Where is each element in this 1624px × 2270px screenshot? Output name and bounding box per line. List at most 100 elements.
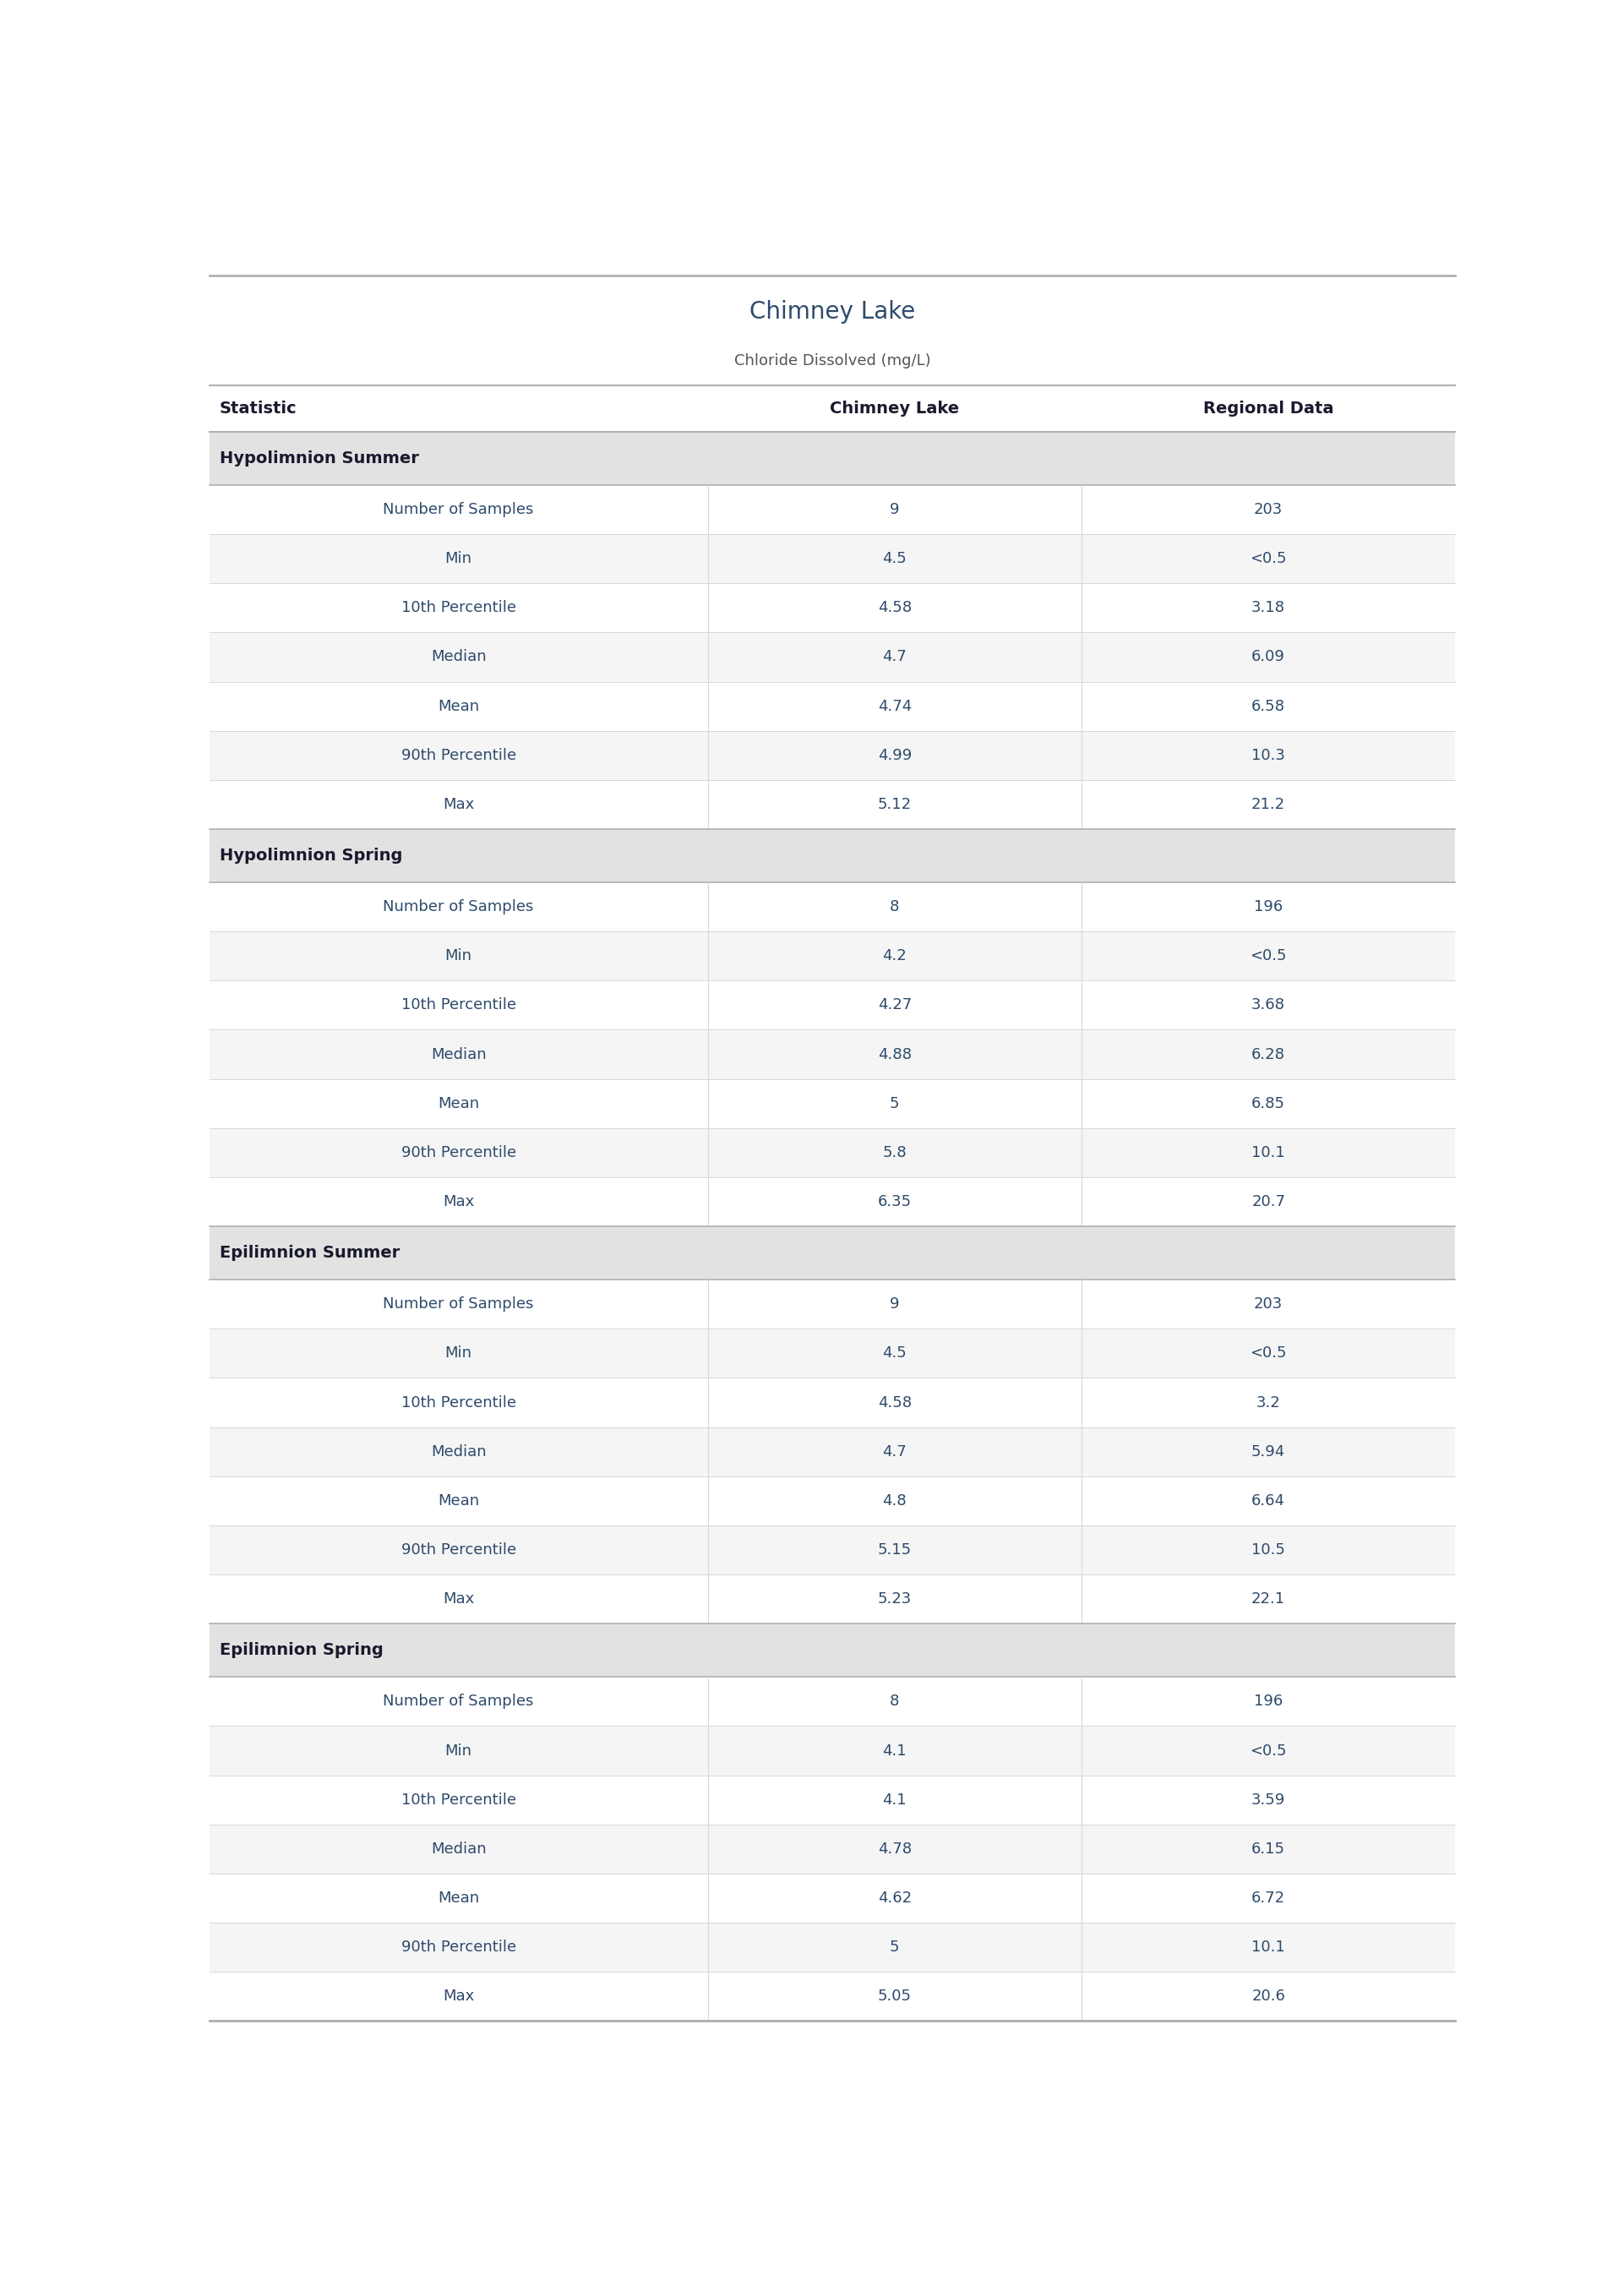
Text: 6.15: 6.15 <box>1252 1841 1285 1857</box>
Text: 4.2: 4.2 <box>882 949 906 965</box>
Text: 6.35: 6.35 <box>877 1194 911 1210</box>
Text: Median: Median <box>430 649 486 665</box>
Text: Number of Samples: Number of Samples <box>383 1296 534 1312</box>
Text: Statistic: Statistic <box>219 400 297 418</box>
Bar <box>209 1825 1455 1873</box>
Bar <box>209 277 1455 381</box>
Text: Number of Samples: Number of Samples <box>383 502 534 518</box>
Text: 10th Percentile: 10th Percentile <box>401 599 516 615</box>
Bar <box>209 1280 1455 1328</box>
Text: 8: 8 <box>890 1693 900 1709</box>
Text: 8: 8 <box>890 899 900 915</box>
Text: Regional Data: Regional Data <box>1203 400 1333 418</box>
Bar <box>209 981 1455 1031</box>
Text: 4.7: 4.7 <box>882 649 906 665</box>
Bar <box>209 533 1455 583</box>
Text: 5.23: 5.23 <box>877 1591 911 1607</box>
Text: Min: Min <box>445 949 473 965</box>
Text: 4.8: 4.8 <box>882 1494 906 1507</box>
Bar <box>209 883 1455 931</box>
Text: 10th Percentile: 10th Percentile <box>401 1394 516 1410</box>
Bar <box>209 1178 1455 1226</box>
Text: Max: Max <box>443 1989 474 2004</box>
Text: 4.74: 4.74 <box>877 699 911 713</box>
Bar <box>209 431 1455 486</box>
Bar <box>209 681 1455 731</box>
Text: 4.1: 4.1 <box>882 1743 906 1759</box>
Bar <box>209 1973 1455 2020</box>
Bar <box>209 386 1455 431</box>
Text: 6.64: 6.64 <box>1252 1494 1285 1507</box>
Text: Number of Samples: Number of Samples <box>383 1693 534 1709</box>
Text: 4.78: 4.78 <box>877 1841 911 1857</box>
Text: 4.88: 4.88 <box>877 1046 911 1062</box>
Text: 90th Percentile: 90th Percentile <box>401 1939 516 1954</box>
Text: 4.58: 4.58 <box>877 1394 911 1410</box>
Text: Chloride Dissolved (mg/L): Chloride Dissolved (mg/L) <box>734 354 931 368</box>
Text: 196: 196 <box>1254 899 1283 915</box>
Text: 4.7: 4.7 <box>882 1444 906 1460</box>
Text: 90th Percentile: 90th Percentile <box>401 1144 516 1160</box>
Bar <box>209 731 1455 781</box>
Text: 3.2: 3.2 <box>1257 1394 1281 1410</box>
Bar <box>209 1378 1455 1428</box>
Text: Max: Max <box>443 797 474 813</box>
Bar <box>209 1575 1455 1623</box>
Text: 5.94: 5.94 <box>1252 1444 1286 1460</box>
Bar <box>209 1226 1455 1280</box>
Bar <box>209 931 1455 981</box>
Bar <box>209 583 1455 633</box>
Bar <box>209 1428 1455 1476</box>
Text: 203: 203 <box>1254 502 1283 518</box>
Bar <box>209 1873 1455 1923</box>
Text: 5: 5 <box>890 1939 900 1954</box>
Bar <box>209 1725 1455 1775</box>
Text: <0.5: <0.5 <box>1250 1743 1286 1759</box>
Text: Min: Min <box>445 552 473 568</box>
Text: Min: Min <box>445 1743 473 1759</box>
Bar <box>209 1923 1455 1973</box>
Bar <box>209 1678 1455 1725</box>
Text: 6.85: 6.85 <box>1252 1096 1285 1110</box>
Text: Hypolimnion Summer: Hypolimnion Summer <box>219 449 419 465</box>
Text: 6.72: 6.72 <box>1252 1891 1285 1905</box>
Text: 5.12: 5.12 <box>877 797 911 813</box>
Text: 90th Percentile: 90th Percentile <box>401 747 516 763</box>
Text: 10th Percentile: 10th Percentile <box>401 1791 516 1807</box>
Text: 5.05: 5.05 <box>877 1989 911 2004</box>
Text: 20.7: 20.7 <box>1252 1194 1285 1210</box>
Bar <box>209 1525 1455 1575</box>
Text: Mean: Mean <box>438 1096 479 1110</box>
Text: 21.2: 21.2 <box>1252 797 1285 813</box>
Text: 9: 9 <box>890 1296 900 1312</box>
Text: Mean: Mean <box>438 1891 479 1905</box>
Text: 4.99: 4.99 <box>877 747 911 763</box>
Bar <box>209 1128 1455 1178</box>
Text: 3.59: 3.59 <box>1252 1791 1286 1807</box>
Bar <box>209 1623 1455 1678</box>
Text: 10.5: 10.5 <box>1252 1541 1285 1557</box>
Bar <box>209 1031 1455 1078</box>
Bar <box>209 1476 1455 1525</box>
Text: 3.18: 3.18 <box>1252 599 1285 615</box>
Text: 5: 5 <box>890 1096 900 1110</box>
Bar <box>209 1328 1455 1378</box>
Text: 6.09: 6.09 <box>1252 649 1285 665</box>
Text: 196: 196 <box>1254 1693 1283 1709</box>
Text: Chimney Lake: Chimney Lake <box>749 300 916 325</box>
Text: 10.1: 10.1 <box>1252 1939 1285 1954</box>
Text: Epilimnion Spring: Epilimnion Spring <box>219 1641 383 1659</box>
Bar <box>209 633 1455 681</box>
Text: 4.5: 4.5 <box>882 1346 906 1362</box>
Text: <0.5: <0.5 <box>1250 949 1286 965</box>
Text: Epilimnion Summer: Epilimnion Summer <box>219 1244 400 1260</box>
Text: 3.68: 3.68 <box>1252 997 1285 1012</box>
Text: 6.28: 6.28 <box>1252 1046 1285 1062</box>
Text: 6.58: 6.58 <box>1252 699 1285 713</box>
Bar <box>209 781 1455 829</box>
Text: 4.27: 4.27 <box>877 997 911 1012</box>
Text: 5.8: 5.8 <box>882 1144 906 1160</box>
Text: Mean: Mean <box>438 1494 479 1507</box>
Text: 4.62: 4.62 <box>877 1891 911 1905</box>
Bar <box>209 829 1455 883</box>
